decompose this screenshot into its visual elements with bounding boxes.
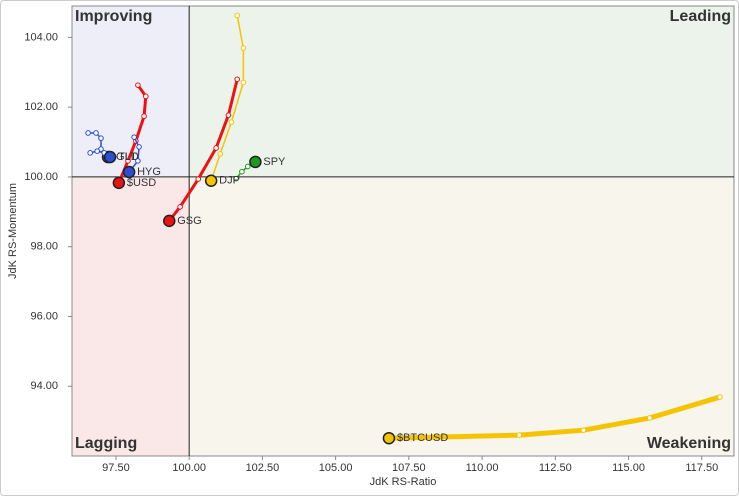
series-label: TLT xyxy=(118,151,137,163)
y-tick-label: 104.00 xyxy=(24,31,58,43)
tail-point xyxy=(143,93,149,100)
y-tick-label: 94.00 xyxy=(30,380,58,392)
head-point xyxy=(382,431,396,445)
tail-point xyxy=(125,158,131,164)
tail-point xyxy=(177,204,183,210)
tail-point xyxy=(239,168,245,175)
series-label: $USD xyxy=(127,177,156,189)
tail-point xyxy=(234,12,241,19)
x-tick-label: 102.50 xyxy=(246,462,280,474)
y-tick-label: 100.00 xyxy=(24,171,58,183)
x-tick-label: 110.00 xyxy=(466,462,499,474)
series-label: GSG xyxy=(177,215,201,227)
tail-point xyxy=(234,76,241,83)
tail-point xyxy=(244,163,251,170)
head-point xyxy=(249,155,262,169)
head-point xyxy=(112,176,126,190)
quadrant-label: Lagging xyxy=(75,435,137,452)
y-tick-label: 96.00 xyxy=(30,310,58,322)
tail-point xyxy=(98,135,104,142)
tail-point xyxy=(580,427,587,433)
x-tick-label: 107.50 xyxy=(392,462,426,474)
quadrant-label: Weakening xyxy=(647,435,731,452)
quadrant xyxy=(189,176,734,456)
tail-point xyxy=(135,82,141,88)
head-point xyxy=(162,214,176,228)
plot-frame xyxy=(71,5,735,457)
tail-point xyxy=(240,45,247,52)
series-label: GLD xyxy=(116,151,139,163)
x-tick-label: 97.50 xyxy=(102,462,130,474)
tail-line xyxy=(210,14,245,182)
tail-line xyxy=(128,136,140,173)
y-axis-label: JdK RS-Momentum xyxy=(7,183,19,279)
x-axis-label: JdK RS-Ratio xyxy=(370,476,437,488)
x-tick-label: 105.00 xyxy=(319,462,353,474)
tail-point xyxy=(516,432,523,438)
head-point xyxy=(122,165,136,179)
tail-point xyxy=(93,130,99,136)
tail-point xyxy=(195,176,202,182)
tail-point xyxy=(228,119,235,125)
x-tick-label: 112.50 xyxy=(539,462,572,474)
x-tick-label: 117.50 xyxy=(685,462,718,474)
tail-point xyxy=(240,79,247,86)
x-tick-label: 100.00 xyxy=(172,462,206,474)
quadrant-label: Improving xyxy=(75,8,152,25)
head-point xyxy=(204,174,218,188)
x-tick-label: 115.00 xyxy=(612,462,645,474)
quadrant xyxy=(189,6,734,177)
y-tick-label: 102.00 xyxy=(24,101,58,113)
tail-point xyxy=(141,113,147,120)
head-point xyxy=(103,150,117,164)
tail-point xyxy=(225,112,232,118)
tail-point xyxy=(87,150,93,156)
tail-point xyxy=(131,134,137,140)
series-label: $BTCUSD xyxy=(397,432,448,444)
series-label: SPY xyxy=(263,156,286,168)
tail-line xyxy=(167,77,239,223)
quadrant xyxy=(72,6,190,177)
tail-point xyxy=(646,415,653,421)
tail-point xyxy=(213,145,219,151)
series-label: HYG xyxy=(137,166,161,178)
tail-point xyxy=(233,175,239,182)
tail-point xyxy=(85,130,91,136)
tail-point xyxy=(136,144,142,150)
quadrant-label: Leading xyxy=(670,8,731,25)
tail-point xyxy=(217,151,224,157)
tail-point xyxy=(94,148,100,154)
tail-point xyxy=(717,394,723,400)
y-tick-label: 98.00 xyxy=(30,241,58,253)
tail-point xyxy=(135,158,141,164)
series-label: DJP xyxy=(219,175,240,187)
